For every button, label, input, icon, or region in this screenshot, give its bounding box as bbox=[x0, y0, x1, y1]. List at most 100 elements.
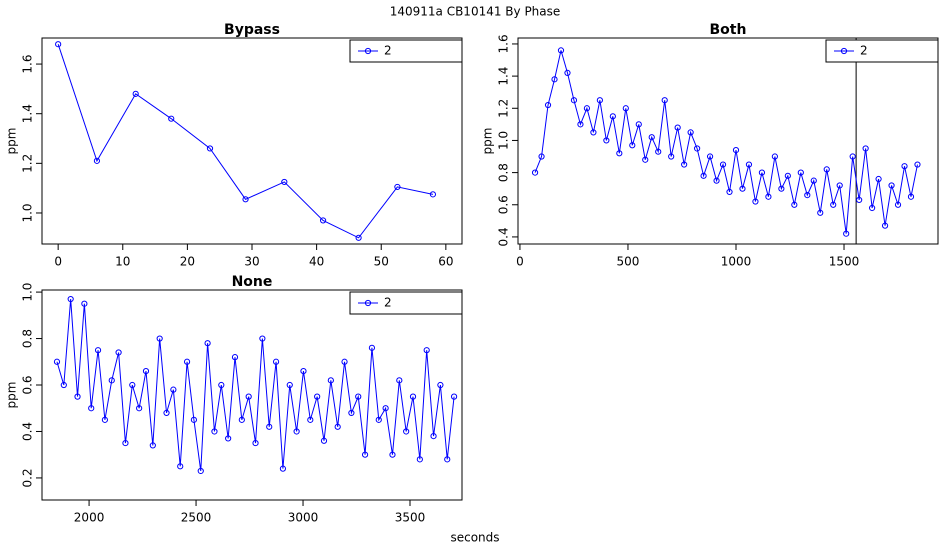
data-point bbox=[382, 405, 389, 412]
data-point bbox=[389, 451, 396, 458]
data-point bbox=[752, 198, 759, 205]
data-point bbox=[74, 393, 81, 400]
data-point bbox=[93, 157, 101, 164]
data-point bbox=[429, 191, 437, 198]
legend-marker bbox=[364, 299, 372, 307]
legend-label: 2 bbox=[860, 44, 868, 58]
data-point bbox=[907, 193, 915, 200]
data-point bbox=[266, 423, 273, 430]
y-tick-label: 0.8 bbox=[497, 163, 511, 182]
data-point bbox=[60, 381, 67, 389]
data-point bbox=[197, 467, 204, 475]
data-point bbox=[869, 204, 876, 212]
data-point bbox=[622, 105, 629, 112]
data-point bbox=[791, 201, 798, 208]
data-point bbox=[810, 177, 817, 184]
data-point bbox=[403, 428, 410, 435]
legend-box bbox=[825, 39, 939, 63]
data-point bbox=[361, 451, 369, 458]
data-point bbox=[713, 177, 720, 184]
y-tick-label: 1.2 bbox=[21, 154, 35, 173]
x-tick-label: 0 bbox=[54, 255, 62, 269]
data-point bbox=[590, 129, 597, 136]
data-line bbox=[57, 44, 434, 239]
data-point bbox=[817, 209, 824, 216]
data-point bbox=[661, 97, 668, 104]
data-point bbox=[901, 163, 908, 170]
x-tick-label: 1500 bbox=[829, 255, 860, 269]
data-point bbox=[564, 69, 571, 76]
data-point bbox=[551, 76, 558, 83]
data-point bbox=[430, 433, 437, 440]
x-tick-label: 1000 bbox=[721, 255, 752, 269]
legend-marker bbox=[840, 47, 848, 55]
data-point bbox=[706, 153, 714, 160]
x-tick-label: 3500 bbox=[395, 511, 426, 525]
data-point bbox=[396, 377, 403, 384]
data-point bbox=[168, 115, 175, 122]
x-tick-label: 3000 bbox=[288, 511, 319, 525]
y-axis-label: ppm bbox=[5, 382, 19, 409]
data-point bbox=[823, 166, 830, 173]
data-point bbox=[843, 230, 850, 237]
data-point bbox=[204, 340, 211, 347]
data-line bbox=[534, 50, 918, 234]
y-tick-label: 1.2 bbox=[497, 99, 511, 118]
data-point bbox=[252, 439, 259, 447]
data-point bbox=[307, 416, 314, 423]
x-tick-label: 2500 bbox=[181, 511, 212, 525]
data-point bbox=[894, 201, 902, 208]
data-point bbox=[797, 169, 804, 176]
legend-label: 2 bbox=[384, 44, 392, 58]
y-tick-label: 1.6 bbox=[497, 34, 511, 53]
data-point bbox=[177, 463, 184, 470]
data-point bbox=[739, 185, 746, 192]
data-point bbox=[577, 121, 584, 128]
data-point bbox=[629, 142, 636, 149]
plot-frame bbox=[41, 37, 463, 245]
data-point bbox=[94, 347, 102, 354]
data-point bbox=[784, 172, 791, 179]
data-point bbox=[544, 101, 552, 109]
data-point bbox=[136, 405, 143, 412]
data-point bbox=[450, 393, 458, 400]
data-point bbox=[765, 193, 772, 200]
data-point bbox=[687, 129, 694, 136]
data-point bbox=[300, 367, 307, 375]
data-point bbox=[115, 349, 122, 356]
x-tick-label: 500 bbox=[617, 255, 640, 269]
data-point bbox=[745, 161, 753, 168]
y-tick-label: 0.2 bbox=[21, 468, 35, 487]
data-point bbox=[681, 161, 688, 168]
data-point bbox=[211, 428, 218, 435]
x-tick-label: 0 bbox=[516, 255, 524, 269]
data-point bbox=[804, 192, 811, 199]
data-point bbox=[218, 381, 225, 389]
data-point bbox=[888, 182, 895, 189]
data-point bbox=[122, 439, 129, 447]
data-point bbox=[668, 153, 675, 160]
data-point bbox=[132, 90, 139, 97]
data-point bbox=[423, 347, 430, 354]
data-point bbox=[225, 435, 232, 442]
data-point bbox=[856, 196, 863, 204]
data-point bbox=[635, 121, 642, 128]
data-point bbox=[416, 456, 423, 463]
data-point bbox=[53, 358, 61, 365]
data-point bbox=[409, 393, 417, 400]
y-tick-label: 0.6 bbox=[497, 195, 511, 214]
data-point bbox=[368, 344, 376, 351]
data-point bbox=[674, 124, 681, 131]
data-point bbox=[314, 393, 321, 400]
data-point bbox=[327, 377, 334, 384]
data-point bbox=[596, 97, 603, 104]
data-point bbox=[355, 393, 362, 400]
x-tick-label: 30 bbox=[244, 255, 259, 269]
data-point bbox=[238, 416, 245, 423]
y-tick-label: 0.6 bbox=[21, 375, 35, 394]
data-point bbox=[259, 335, 266, 342]
data-point bbox=[538, 153, 545, 160]
chart-title: Bypass bbox=[224, 22, 280, 38]
y-axis-label: ppm bbox=[481, 128, 495, 155]
